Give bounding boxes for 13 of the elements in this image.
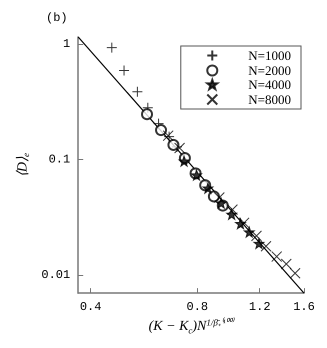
x-tick-label: 1.6 bbox=[293, 300, 315, 314]
y-tick-label: 1 bbox=[63, 37, 70, 52]
legend-label: N=1000 bbox=[248, 48, 292, 63]
x-tick-label: 0.8 bbox=[186, 300, 208, 314]
y-tick-label: 0.1 bbox=[48, 152, 70, 167]
y-axis-title: ⟨D⟩e bbox=[16, 152, 31, 178]
x-tick-label: 0.4 bbox=[80, 300, 102, 314]
legend-label: N=8000 bbox=[248, 92, 292, 107]
text: (b) bbox=[46, 11, 68, 25]
y-tick-label: 0.01 bbox=[41, 268, 70, 282]
legend-label: N=4000 bbox=[248, 77, 292, 92]
legend-label: N=2000 bbox=[248, 63, 292, 78]
x-tick-label: 1.2 bbox=[248, 300, 271, 314]
